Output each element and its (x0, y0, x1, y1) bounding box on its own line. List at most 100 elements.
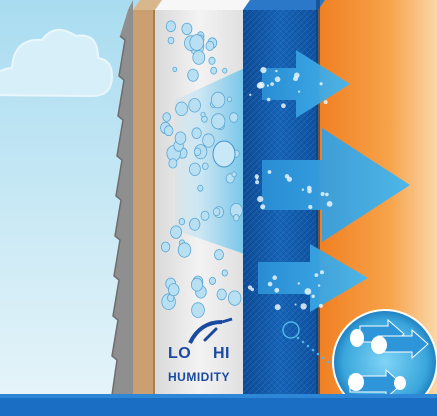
water-droplet-icon (255, 177, 259, 180)
water-droplet-icon (274, 304, 281, 311)
water-droplet-icon (197, 184, 204, 192)
water-droplet-icon (227, 290, 242, 306)
connector-dot (321, 356, 325, 360)
water-droplet-icon (189, 34, 205, 51)
water-droplet-icon (301, 188, 305, 191)
water-droplet-icon (212, 207, 221, 216)
humidity-gauge-icon (188, 317, 233, 344)
water-droplet-icon (308, 204, 313, 210)
connector-dot (316, 352, 320, 356)
gauge-caption: HUMIDITY (168, 370, 230, 384)
water-droplet-icon (297, 282, 300, 285)
water-droplet-icon (300, 303, 307, 310)
water-droplet-icon (210, 66, 218, 75)
vapor-arrow-icon (262, 128, 410, 242)
water-droplet-icon (188, 162, 201, 177)
water-droplet-icon (165, 20, 176, 33)
water-droplet-icon (258, 81, 265, 89)
water-droplet-icon (229, 112, 239, 123)
water-droplet-icon (233, 214, 240, 222)
exterior-siding (111, 0, 133, 400)
water-droplet-icon (208, 56, 216, 65)
water-droplet-icon (284, 174, 290, 179)
water-droplet-icon (314, 273, 319, 277)
water-droplet-icon (304, 288, 312, 295)
water-droplet-icon (281, 103, 286, 109)
water-droplet-icon (267, 281, 273, 287)
vapor-specks (247, 67, 333, 311)
water-droplet-icon (174, 131, 187, 145)
water-droplet-icon (212, 140, 236, 168)
water-droplet-icon (210, 91, 226, 109)
water-droplet-icon (317, 284, 321, 287)
water-droplet-icon (200, 111, 206, 118)
water-droplet-icon (216, 288, 227, 301)
water-droplet-icon (326, 201, 333, 207)
magnifier-lens-icon (332, 309, 437, 415)
water-droplet-icon (168, 158, 178, 169)
water-droplet-icon (181, 22, 193, 36)
water-droplet-icon (193, 147, 202, 156)
water-droplet-icon (191, 127, 202, 139)
connector-dot (306, 344, 310, 348)
water-droplet-icon (325, 192, 329, 197)
water-droplet-icon (294, 303, 297, 306)
water-droplet-icon (226, 96, 232, 103)
water-droplet-icon (211, 113, 226, 130)
water-droplet-icon (311, 294, 315, 298)
water-droplet-icon (323, 100, 328, 105)
water-droplet-icon (200, 210, 210, 221)
water-droplet-icon (208, 276, 216, 285)
water-droplet-icon (214, 249, 224, 261)
water-droplet-icon (260, 204, 266, 210)
water-droplet-icon (170, 225, 183, 239)
water-droplet-icon (249, 93, 252, 97)
water-droplet-icon (320, 192, 325, 196)
connector-dot (301, 340, 305, 344)
water-droplet-icon (167, 283, 180, 297)
water-droplet-icon (260, 67, 267, 74)
water-droplet-icon (298, 90, 301, 93)
water-droplet-icon (191, 302, 205, 318)
water-droplet-icon (257, 196, 264, 203)
gauge-low-label: LO (168, 345, 192, 362)
vapor-arrow-icon (258, 244, 368, 312)
water-droplet-icon (267, 170, 272, 174)
water-droplet-icon (320, 270, 324, 275)
water-droplet-icon (270, 82, 274, 86)
water-droplet-icon (222, 67, 228, 74)
water-droplet-icon (272, 275, 278, 281)
water-droplet-icon (167, 36, 175, 45)
water-droplet-icon (160, 241, 171, 253)
connector-dot (296, 336, 300, 340)
water-droplet-icon (189, 217, 201, 231)
water-droplet-icon (202, 133, 215, 148)
water-droplet-icon (274, 287, 280, 293)
floor-band (0, 397, 437, 416)
water-droplet-icon (275, 69, 278, 73)
sheathing-layer (133, 10, 155, 400)
water-droplet-icon (307, 188, 312, 194)
connector-dot (311, 348, 315, 352)
water-droplet-icon (202, 162, 209, 170)
water-droplet-icon (178, 218, 186, 226)
water-droplet-icon (266, 84, 269, 87)
water-droplet-icon (205, 40, 215, 51)
water-droplet-icon (274, 76, 281, 83)
water-droplet-icon (188, 98, 201, 113)
water-droplet-icon (172, 66, 178, 73)
water-droplet-icon (318, 303, 323, 308)
water-droplet-icon (163, 125, 174, 137)
water-droplet-icon (221, 269, 228, 277)
water-droplet-icon (177, 242, 192, 258)
water-droplet-icon (255, 180, 260, 185)
water-droplet-icon (231, 171, 237, 178)
water-droplet-icon (266, 97, 271, 102)
vapor-arrow-icon (262, 50, 350, 118)
water-droplet-icon (192, 50, 206, 65)
connector-dot (326, 360, 330, 364)
water-droplet-icon (175, 101, 189, 117)
water-droplet-icon (247, 285, 253, 290)
water-droplets (160, 20, 243, 318)
